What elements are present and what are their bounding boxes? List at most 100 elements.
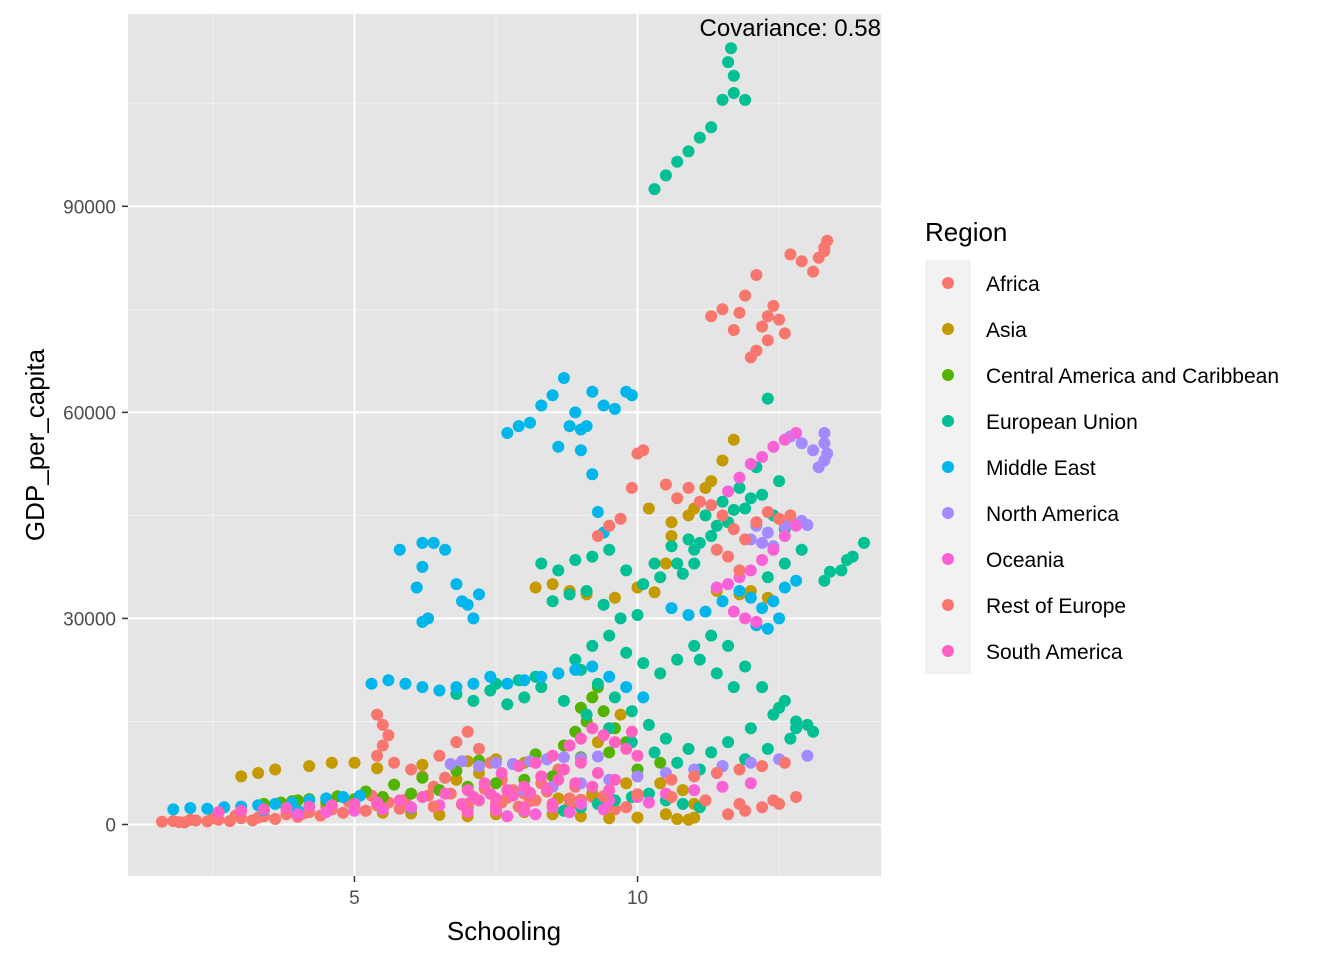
data-point [739,289,752,302]
data-point [591,677,604,690]
data-point [303,800,316,813]
data-point [501,810,514,823]
x-tick-label: 5 [349,888,360,909]
y-tick-label: 60000 [63,403,116,424]
data-point [671,557,684,570]
data-point [416,615,429,628]
data-point [767,595,780,608]
data-point [574,756,587,769]
data-point [291,808,304,821]
y-axis-title: GDP_per_capita [20,348,50,541]
data-point [727,69,740,82]
data-point [642,787,655,800]
data-point [591,530,604,542]
data-point [252,767,265,779]
data-point [563,420,576,433]
data-point [608,803,621,816]
data-point [648,183,661,196]
data-point [325,756,338,769]
data-point [710,767,723,779]
data-point [773,512,786,525]
data-point [778,756,791,769]
data-point [801,519,814,531]
data-point [450,736,463,749]
data-point [478,777,491,790]
data-point [756,554,769,566]
data-point [280,802,293,814]
data-point [716,595,729,608]
data-point [671,492,684,505]
data-point [739,502,752,515]
data-point [546,389,559,402]
data-point [156,815,168,828]
data-point [818,427,831,439]
data-point [461,725,474,738]
data-point [778,530,791,542]
data-point [790,427,803,439]
legend-label: Africa [986,273,1040,296]
data-point [620,646,633,659]
data-point [671,813,684,825]
data-point [608,736,621,749]
data-point [501,427,514,439]
y-tick-label: 30000 [63,609,116,630]
data-point [597,729,610,742]
data-point [767,543,780,556]
data-point [710,581,723,594]
data-point [733,564,746,577]
data-point [773,313,786,326]
data-point [557,372,570,384]
data-point [722,485,735,498]
data-point [761,571,774,584]
data-point [699,605,712,618]
data-point [546,797,559,810]
data-point [778,581,791,594]
data-point [608,773,621,786]
data-point [603,543,616,556]
data-point [665,773,678,786]
data-point [654,571,667,584]
data-point [648,557,661,570]
data-point [444,758,457,770]
x-axis-title: Schooling [447,916,561,946]
data-point [744,564,757,577]
data-point [569,663,582,676]
data-point [710,519,723,532]
data-point [484,670,497,683]
data-point [382,674,395,687]
data-point [756,602,769,615]
data-point [722,56,735,69]
data-point [841,554,853,566]
data-point [382,729,395,742]
data-point [473,588,485,601]
data-point [722,550,735,563]
x-tick-label: 10 [627,888,648,909]
series-south-america [212,722,644,819]
legend-key [942,369,954,381]
data-point [801,749,814,762]
data-point [795,255,808,268]
data-point [733,306,746,319]
data-point [722,808,735,821]
data-point [807,265,820,278]
data-point [467,677,480,690]
data-point [784,248,797,261]
data-point [682,742,695,755]
data-point [269,763,282,776]
data-point [716,509,729,522]
data-point [591,506,604,518]
data-point [501,698,514,711]
data-point [761,310,774,323]
data-point [625,705,638,718]
data-point [767,708,780,721]
data-point [727,523,740,536]
data-point [371,708,384,721]
data-point [744,756,757,769]
data-point [518,674,531,687]
data-point [586,722,599,735]
data-point [535,557,548,570]
data-point [574,810,587,823]
y-tick-label: 90000 [63,197,116,218]
data-point [552,440,565,453]
data-point [659,557,672,570]
